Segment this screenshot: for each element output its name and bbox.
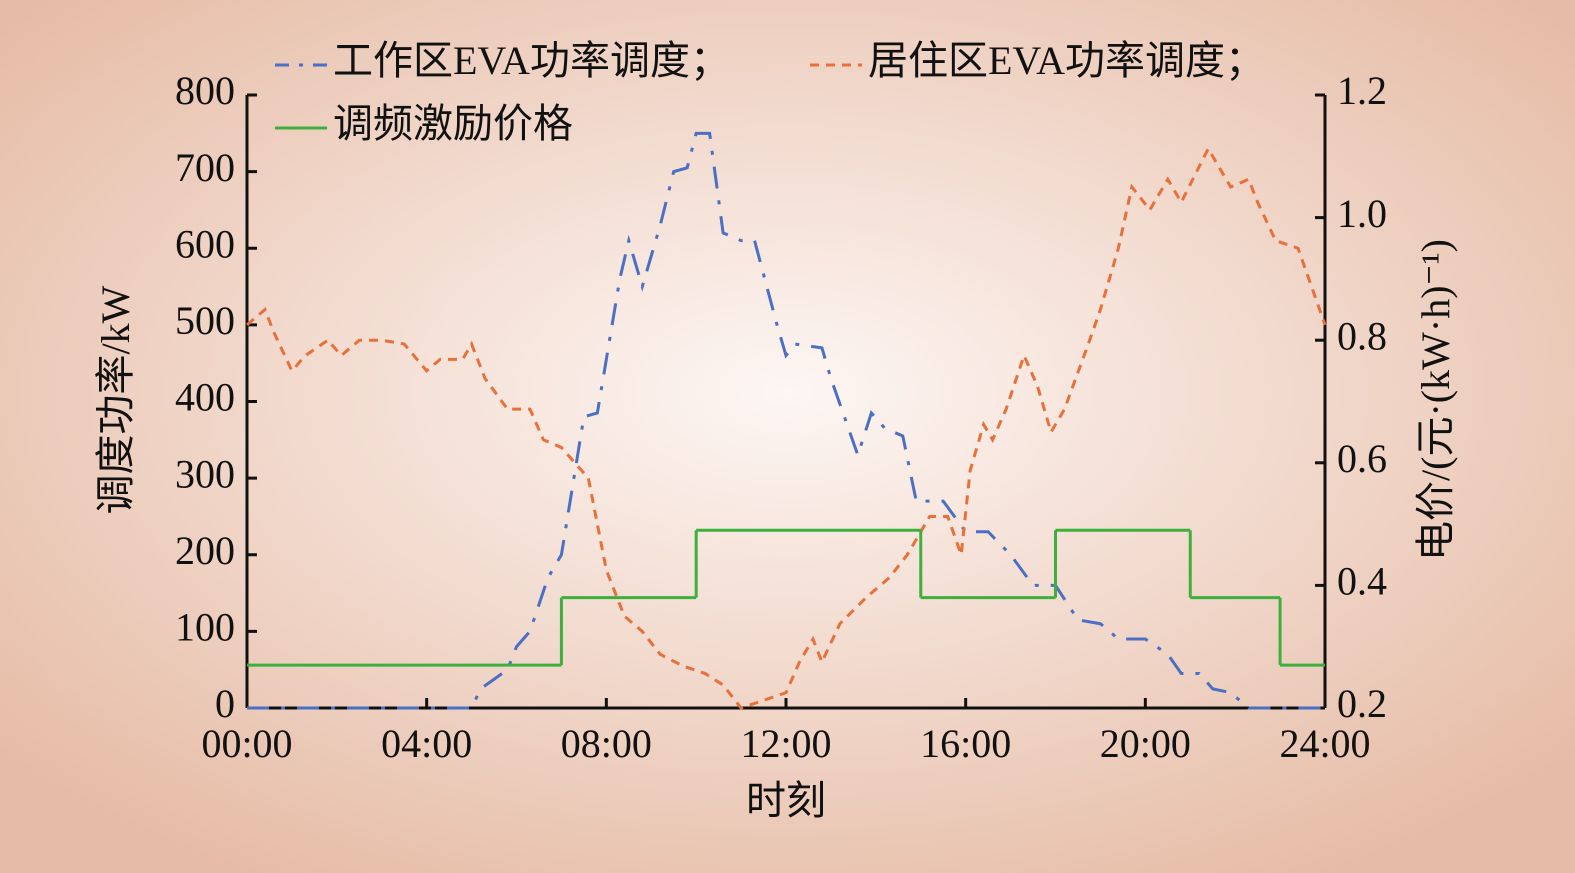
y2-tick-label: 0.6 [1337, 436, 1387, 481]
y-tick-label: 100 [175, 605, 235, 650]
y-tick-label: 300 [175, 451, 235, 496]
x-tick-label: 00:00 [201, 721, 292, 766]
x-tick-label: 04:00 [381, 721, 472, 766]
line-series [247, 131, 1325, 710]
legend-label: 工作区EVA功率调度； [333, 38, 730, 83]
x-tick-label: 20:00 [1100, 721, 1191, 766]
y2-tick-label: 0.2 [1337, 681, 1387, 726]
y-tick-label: 600 [175, 221, 235, 266]
y2-tick-label: 1.0 [1337, 191, 1387, 236]
legend-label: 调频激励价格 [333, 101, 573, 146]
y-tick-label: 500 [175, 298, 235, 343]
x-axis-label: 时刻 [746, 778, 826, 823]
x-tick-label: 08:00 [561, 721, 652, 766]
x-tick-label: 16:00 [920, 721, 1011, 766]
x-tick-label: 12:00 [740, 721, 831, 766]
y2-tick-label: 1.2 [1337, 68, 1387, 113]
y2-tick-label: 0.4 [1337, 559, 1387, 604]
y-axis-label: 调度功率/kW [93, 285, 138, 514]
y2-axis-label: 电价/(元·(kW·h)⁻¹) [1413, 239, 1458, 561]
line-series [246, 145, 1327, 710]
y-tick-label: 800 [175, 68, 235, 113]
x-tick-label: 24:00 [1279, 721, 1370, 766]
legend-label: 居住区EVA功率调度； [868, 38, 1265, 83]
y-tick-label: 0 [215, 681, 235, 726]
y-tick-label: 700 [175, 145, 235, 190]
y-tick-label: 200 [175, 528, 235, 573]
y-tick-label: 400 [175, 375, 235, 420]
y2-tick-label: 0.8 [1337, 313, 1387, 358]
